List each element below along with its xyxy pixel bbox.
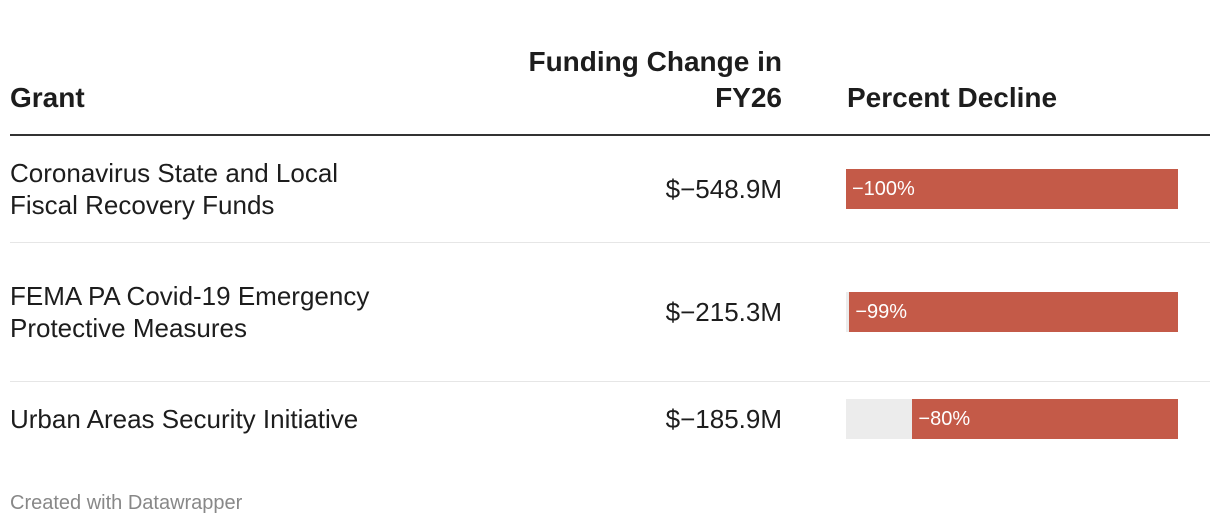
funding-change-value: $−185.9M [665,404,782,434]
grant-name: Coronavirus State and Local Fiscal Recov… [10,158,339,220]
funding-change-value: $−548.9M [665,174,782,204]
percent-bar: −100% [846,169,1178,209]
percent-bar: −80% [912,399,1178,439]
header-grant: Grant [10,82,85,113]
percent-label: −99% [855,301,908,323]
table-row: Coronavirus State and Local Fiscal Recov… [10,136,1210,243]
grant-name: FEMA PA Covid-19 Emergency Protective Me… [10,281,370,343]
funding-change-value: $−215.3M [665,297,782,327]
percent-bar: −99% [849,292,1178,332]
table-row: Urban Areas Security Initiative $−185.9M… [10,382,1210,456]
header-funding-change: Funding Change in FY26 [528,46,782,113]
percent-bar-track: −100% [846,169,1178,209]
grants-table: Grant Funding Change in FY26 Percent Dec… [10,44,1210,456]
table-row: FEMA PA Covid-19 Emergency Protective Me… [10,243,1210,382]
percent-bar-track: −99% [846,292,1178,332]
percent-label: −80% [918,408,971,430]
header-percent-decline: Percent Decline [847,82,1058,113]
footer-credit[interactable]: Created with Datawrapper [10,492,243,514]
percent-bar-track: −80% [846,399,1178,439]
grant-name: Urban Areas Security Initiative [10,404,359,434]
table-header: Grant Funding Change in FY26 Percent Dec… [10,44,1210,136]
percent-label: −100% [852,178,915,200]
